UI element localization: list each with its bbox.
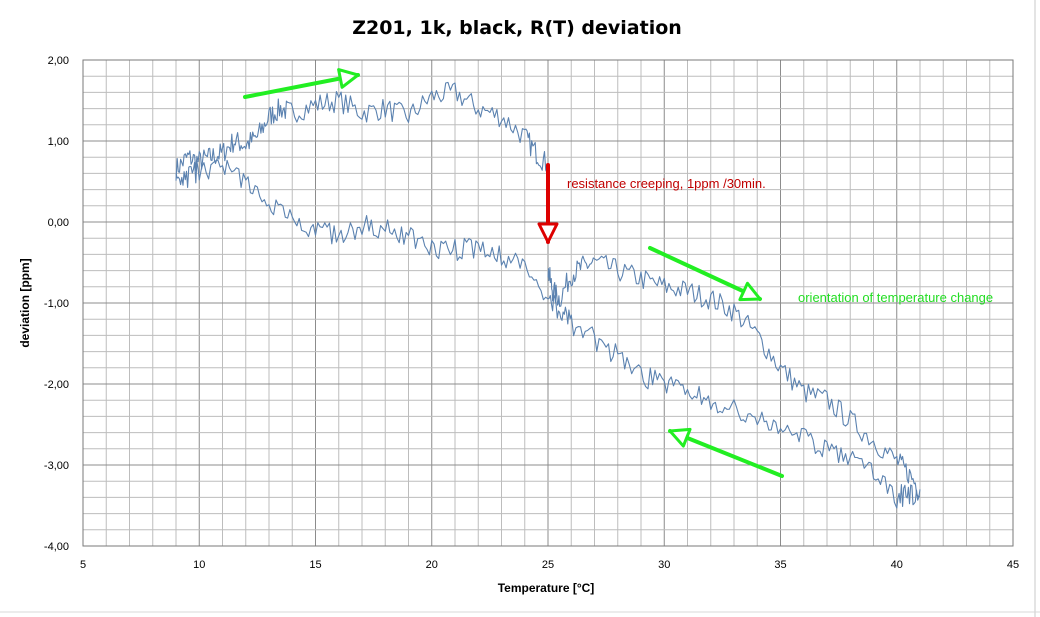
series-group <box>175 81 921 509</box>
y-tick-label: -4,00 <box>44 541 69 553</box>
x-tick-label: 35 <box>774 559 786 571</box>
x-tick-label: 20 <box>426 559 438 571</box>
plot-frame <box>82 59 1014 547</box>
arrow-heating-up-head <box>337 68 360 89</box>
x-tick-label: 5 <box>80 559 86 571</box>
x-axis-label: Temperature [°C] <box>498 581 595 595</box>
orientation-annotation: orientation of temperature change <box>798 290 993 305</box>
y-tick-label: 0,00 <box>48 217 69 229</box>
annotation-arrows <box>243 68 784 478</box>
arrow-creep-down <box>537 163 559 244</box>
arrow-cooling <box>668 427 784 478</box>
arrow-heating-down <box>648 246 762 302</box>
y-tick-label: 1,00 <box>48 136 69 148</box>
arrow-creep-down-head <box>537 222 559 244</box>
series-line-1 <box>175 81 549 181</box>
y-axis-label: deviation [ppm] <box>18 258 32 347</box>
y-tick-label: 2,00 <box>48 55 69 67</box>
arrow-heating-down-shaft <box>648 246 762 301</box>
arrow-cooling-head <box>668 427 692 448</box>
x-tick-label: 25 <box>542 559 554 571</box>
x-tick-label: 40 <box>891 559 903 571</box>
series-line-3 <box>175 159 921 509</box>
tick-labels: 5 10 15 20 25 30 35 40 45 2,00 1,00 0,00 -1,00 -2,00 -… <box>44 55 1019 571</box>
y-tick-label: -3,00 <box>44 460 69 472</box>
x-tick-label: 45 <box>1007 559 1019 571</box>
arrow-heating-up <box>243 68 360 99</box>
chart-title: Z201, 1k, black, R(T) deviation <box>352 17 682 39</box>
series-line-2 <box>547 254 921 498</box>
x-tick-label: 30 <box>658 559 670 571</box>
x-tick-label: 10 <box>193 559 205 571</box>
y-tick-label: -2,00 <box>44 379 69 391</box>
creep-annotation: resistance creeping, 1ppm /30min. <box>567 176 766 191</box>
y-tick-label: -1,00 <box>44 298 69 310</box>
arrow-heating-down-head <box>738 281 762 302</box>
arrow-cooling-shaft <box>668 429 784 478</box>
x-tick-label: 15 <box>309 559 321 571</box>
